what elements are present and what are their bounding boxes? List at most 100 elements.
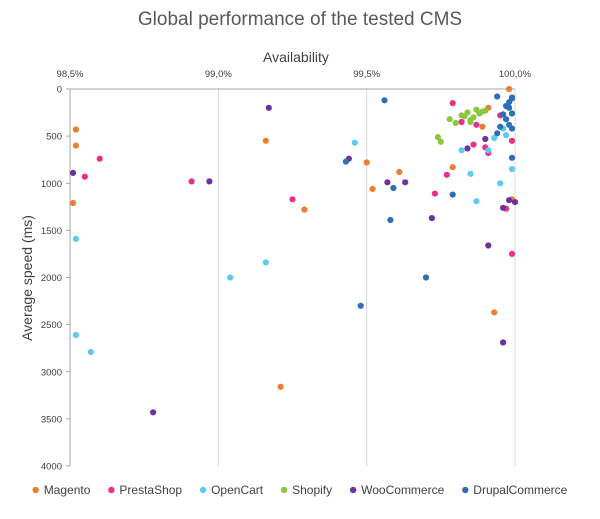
y-tick-label: 3500 xyxy=(41,414,62,425)
opencart-point xyxy=(491,134,498,142)
grid-lines xyxy=(217,89,516,466)
shopify-point xyxy=(437,138,444,145)
magento-point xyxy=(369,185,376,192)
shopify-point xyxy=(470,114,477,121)
magento-point xyxy=(479,123,486,130)
prestashop-point xyxy=(470,141,477,148)
woocommerce-point xyxy=(500,204,507,211)
y-tick-label: 2000 xyxy=(41,273,62,284)
prestashop-point xyxy=(81,173,88,180)
legend-label-prestashop: PrestaShop xyxy=(119,483,182,497)
shopify-point xyxy=(434,134,441,141)
shopify-point xyxy=(461,113,468,120)
opencart-point xyxy=(72,235,79,242)
drupalcommerce-point xyxy=(357,302,364,309)
woocommerce-point xyxy=(506,197,513,204)
x-tick-label: 100,0% xyxy=(499,69,532,80)
y-tick-label: 4000 xyxy=(41,462,62,473)
prestashop-point xyxy=(473,121,480,128)
drupalcommerce-point xyxy=(494,93,501,100)
y-tick-label: 0 xyxy=(57,85,62,96)
legend-marker-drupalcommerce xyxy=(462,486,469,494)
prestashop-point xyxy=(188,178,195,185)
magento-point xyxy=(449,164,456,171)
opencart-point xyxy=(262,259,269,266)
drupalcommerce-point xyxy=(381,97,388,104)
woocommerce-point xyxy=(402,179,409,186)
woocommerce-point xyxy=(464,145,471,152)
woocommerce-point xyxy=(500,339,507,346)
magento-point xyxy=(301,206,308,213)
magento-point xyxy=(72,142,79,149)
drupalcommerce-point xyxy=(387,216,394,224)
drupalcommerce-point xyxy=(506,104,513,111)
x-tick-label: 98,5% xyxy=(57,69,84,80)
legend-label-drupalcommerce: DrupalCommerce xyxy=(473,483,567,497)
drupalcommerce-point xyxy=(508,95,516,102)
tick-labels: 98,5% 99,0% 99,5% 100,0% 0 500 1000 1500 2000 250… xyxy=(41,69,532,473)
data-points xyxy=(69,85,519,416)
legend-marker-magento xyxy=(32,486,39,494)
x-tick-label: 99,0% xyxy=(205,69,232,80)
woocommerce-point xyxy=(485,242,492,249)
opencart-point xyxy=(458,147,465,154)
shopify-point xyxy=(452,119,459,126)
woocommerce-point xyxy=(206,178,213,185)
legend-marker-shopify xyxy=(280,486,288,494)
prestashop-point xyxy=(449,100,456,107)
magento-point xyxy=(72,126,79,133)
legend-marker-woocommerce xyxy=(349,486,357,494)
drupalcommerce-point xyxy=(390,184,397,192)
shopify-point xyxy=(467,118,474,126)
opencart-point xyxy=(351,139,358,146)
opencart-point xyxy=(473,198,480,205)
legend-label-woocommerce: WooCommerce xyxy=(361,483,444,497)
woocommerce-point xyxy=(150,409,157,416)
woocommerce-point xyxy=(265,104,272,111)
prestashop-point xyxy=(431,190,438,197)
shopify-point xyxy=(482,107,489,114)
woocommerce-point xyxy=(69,169,77,176)
opencart-point xyxy=(485,147,492,154)
magento-point xyxy=(277,383,284,390)
y-tick-label: 500 xyxy=(46,132,62,143)
opencart-point xyxy=(497,180,504,187)
magento-point xyxy=(69,199,77,207)
woocommerce-point xyxy=(428,215,435,222)
magento-point xyxy=(262,137,269,144)
prestashop-point xyxy=(458,118,465,126)
magento-point xyxy=(506,85,513,93)
prestashop-point xyxy=(508,137,516,144)
woocommerce-point xyxy=(511,199,519,206)
x-axis-label: Availability xyxy=(263,49,329,65)
drupalcommerce-point xyxy=(422,274,430,281)
opencart-point xyxy=(467,170,474,177)
woocommerce-point xyxy=(384,179,391,186)
opencart-point xyxy=(72,331,79,339)
y-tick-label: 3000 xyxy=(41,367,62,378)
magento-point xyxy=(491,309,498,316)
drupalcommerce-point xyxy=(449,191,456,198)
drupalcommerce-point xyxy=(342,158,349,165)
legend-marker-opencart xyxy=(199,486,207,494)
drupalcommerce-point xyxy=(494,130,501,137)
drupalcommerce-point xyxy=(503,116,510,123)
y-tick-label: 1500 xyxy=(41,226,62,237)
opencart-point xyxy=(503,132,510,139)
prestashop-point xyxy=(443,171,450,178)
drupalcommerce-point xyxy=(508,154,516,161)
opencart-point xyxy=(227,274,234,281)
legend-marker-prestashop xyxy=(108,486,115,494)
magento-point xyxy=(396,168,403,175)
y-axis-label: Average speed (ms) xyxy=(19,215,35,341)
y-tick-label: 1000 xyxy=(41,179,62,190)
woocommerce-point xyxy=(482,135,489,143)
magento-point xyxy=(363,159,370,166)
axes xyxy=(66,88,515,467)
x-tick-label: 99,5% xyxy=(353,69,380,80)
legend-label-magento: Magento xyxy=(44,483,91,497)
drupalcommerce-point xyxy=(506,121,513,128)
legend-label-shopify: Shopify xyxy=(292,483,332,497)
shopify-point xyxy=(446,116,453,123)
